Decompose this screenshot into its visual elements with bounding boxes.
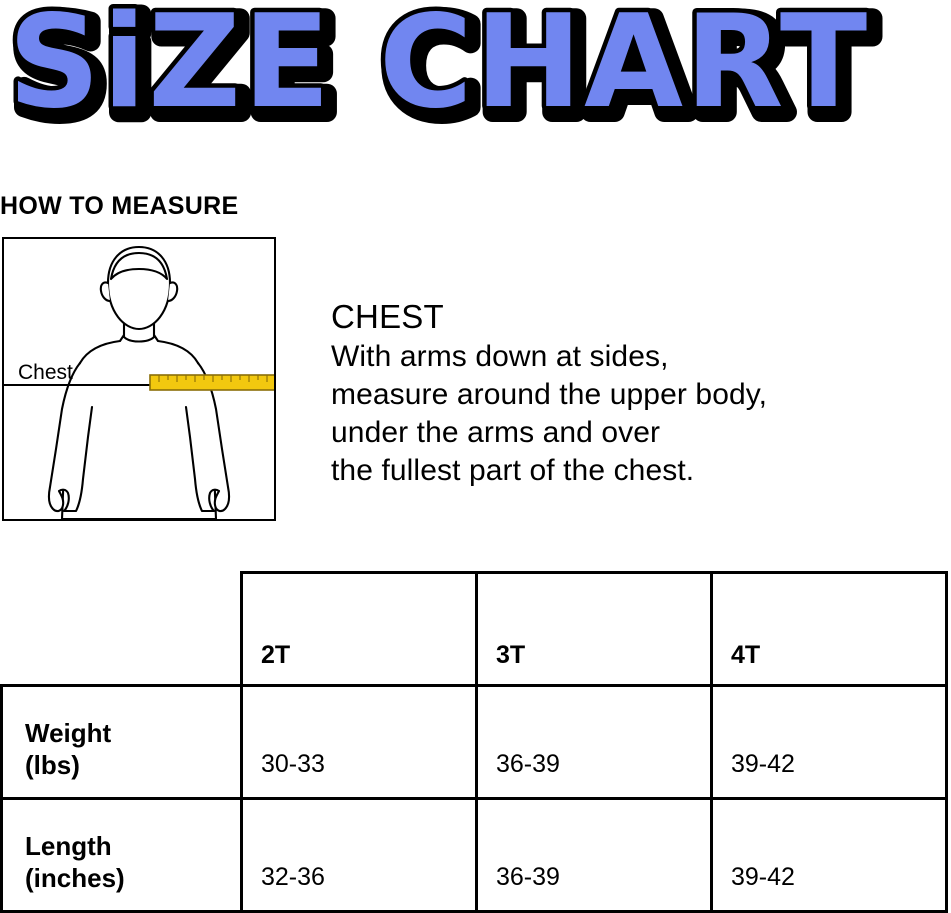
cell-value: 30-33 [261,750,325,778]
cell-value: 32-36 [261,863,325,891]
measurement-diagram-box: Chest [2,237,276,521]
chest-description-line: With arms down at sides, [331,340,669,373]
chest-label: Chest [18,361,73,384]
size-label: 2T [261,641,291,669]
cell-length-4t: 39-42 [710,797,948,913]
cell-length-3t: 36-39 [475,797,713,913]
cell-value: 39-42 [731,863,795,891]
table-corner-cell [2,573,242,686]
row-label-weight: Weight (lbs) [0,684,243,800]
chest-description-line: the fullest part of the chest. [331,454,695,487]
male-torso-figure-icon: Chest [4,245,274,519]
row-label-line2: (inches) [25,863,125,893]
chest-description-line: under the arms and over [331,416,661,449]
row-label-line2: (lbs) [25,750,80,780]
page-title-shadow: SiZE CHART [14,0,875,143]
row-label-line1: Weight [25,718,112,748]
cell-length-2t: 32-36 [240,797,478,913]
cell-weight-4t: 39-42 [710,684,948,800]
table-row-length: Length (inches) 32-36 36-39 39-42 [0,797,948,913]
row-label-text: Length (inches) [3,830,240,910]
cell-value: 36-39 [496,863,560,891]
size-label: 3T [496,641,526,669]
table-header-size-2t: 2T [240,571,478,687]
measuring-tape-icon [149,374,274,391]
how-to-measure-heading: HOW TO MEASURE [0,192,239,220]
cell-weight-3t: 36-39 [475,684,713,800]
size-table: 2T 3T 4T Weight (lbs) 30-33 36-39 39-42 [0,571,948,913]
row-label-line1: Length [25,831,112,861]
table-header-size-3t: 3T [475,571,713,687]
table-row-weight: Weight (lbs) 30-33 36-39 39-42 [0,684,948,800]
row-label-text: Weight (lbs) [3,717,240,797]
chest-description-heading: CHEST [331,298,444,335]
table-header-row: 2T 3T 4T [2,571,948,687]
chest-description-line: measure around the upper body, [331,378,768,411]
page-title-banner: SiZE CHART SiZE CHART [0,0,951,150]
chest-description: CHEST With arms down at sides, measure a… [331,296,946,490]
cell-value: 39-42 [731,750,795,778]
cell-weight-2t: 30-33 [240,684,478,800]
cell-value: 36-39 [496,750,560,778]
row-label-length: Length (inches) [0,797,243,913]
size-label: 4T [731,641,761,669]
table-header-size-4t: 4T [710,571,948,687]
page-title: SiZE CHART [8,0,869,137]
